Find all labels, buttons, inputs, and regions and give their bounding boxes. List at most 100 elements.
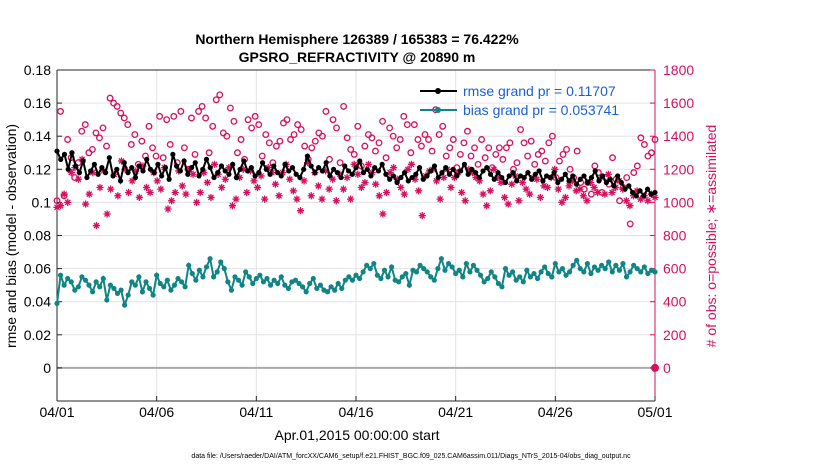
rmse-point — [360, 170, 367, 176]
rmse-point — [54, 148, 60, 154]
bias-point — [114, 290, 121, 297]
possible-obs-point — [216, 91, 224, 99]
rmse-point — [480, 168, 486, 174]
assimilated-obs-point — [250, 177, 258, 185]
bias-point — [328, 284, 334, 290]
possible-obs-point — [527, 137, 535, 145]
assimilated-obs-point — [325, 185, 333, 193]
bias-point — [111, 285, 117, 292]
assimilated-obs-point — [96, 183, 104, 192]
rmse-point — [319, 168, 325, 174]
bias-point — [349, 277, 356, 283]
possible-obs-point — [492, 150, 500, 158]
possible-obs-point — [502, 144, 510, 152]
rmse-point — [454, 173, 460, 179]
possible-obs-point — [301, 142, 309, 150]
bias-point — [563, 272, 569, 278]
assimilated-obs-point — [501, 193, 509, 202]
assimilated-obs-point — [415, 187, 423, 195]
possible-obs-point — [538, 147, 546, 155]
rmse-point — [409, 174, 415, 181]
y2-tick-label: 0 — [663, 360, 671, 376]
assimilated-obs-point — [379, 210, 387, 218]
rmse-point — [170, 151, 176, 158]
assimilated-obs-point — [375, 192, 383, 200]
assimilated-obs-point — [651, 193, 659, 202]
assimilated-obs-point — [139, 162, 147, 170]
bias-point — [93, 279, 99, 285]
rmse-point — [368, 173, 374, 179]
bias-point — [552, 261, 558, 267]
assimilated-obs-point — [193, 198, 201, 206]
bias-point — [61, 282, 67, 288]
bias-point — [260, 279, 267, 285]
bias-point — [118, 287, 124, 293]
possible-obs-point — [329, 116, 337, 124]
possible-obs-point — [212, 96, 220, 104]
bias-point — [616, 267, 623, 273]
assimilated-obs-point — [243, 188, 251, 197]
bias-point — [556, 269, 562, 275]
assimilated-obs-point — [540, 182, 548, 190]
assimilated-obs-point — [436, 195, 444, 203]
bias-point — [520, 279, 526, 285]
assimilated-obs-point — [167, 197, 176, 205]
assimilated-obs-point — [604, 170, 613, 178]
rmse-point — [387, 176, 393, 182]
possible-obs-point — [541, 157, 549, 165]
bias-point — [324, 289, 331, 295]
possible-obs-point — [428, 147, 436, 155]
rmse-point — [491, 176, 497, 182]
rmse-point — [203, 156, 210, 162]
bias-point — [413, 269, 420, 275]
possible-obs-point — [400, 112, 408, 120]
rmse-point — [379, 161, 385, 167]
bias-point — [577, 266, 583, 272]
bias-point — [378, 275, 384, 282]
bias-point — [82, 277, 89, 283]
rmse-point — [245, 168, 251, 174]
rmse-point — [151, 170, 157, 176]
assimilated-obs-point — [56, 202, 65, 210]
bias-point — [396, 279, 402, 285]
rmse-point — [286, 168, 292, 174]
rmse-point — [166, 176, 172, 182]
bias-point — [399, 274, 405, 280]
possible-obs-point — [244, 116, 252, 124]
assimilated-obs-point — [515, 197, 523, 205]
bias-point — [207, 256, 213, 262]
rmse-point — [117, 178, 124, 184]
assimilated-obs-point — [53, 203, 61, 211]
possible-obs-point — [410, 121, 418, 129]
rmse-point — [484, 165, 490, 171]
rmse-point — [626, 183, 632, 189]
rmse-point — [644, 186, 651, 192]
assimilated-obs-point — [121, 165, 129, 173]
assimilated-obs-point — [518, 178, 527, 187]
assimilated-obs-point — [153, 177, 161, 185]
bias-point — [342, 277, 348, 283]
possible-obs-point — [513, 159, 521, 167]
possible-obs-point — [449, 136, 457, 143]
rmse-point — [61, 151, 68, 158]
rmse-point — [551, 170, 557, 176]
possible-obs-point — [471, 144, 478, 152]
rmse-point — [211, 174, 217, 181]
assimilated-obs-point — [125, 188, 133, 197]
bias-point — [388, 264, 395, 270]
rmse-point — [420, 176, 426, 182]
possible-obs-point — [421, 131, 429, 138]
rmse-point — [222, 168, 228, 174]
assimilated-obs-point — [221, 175, 229, 183]
possible-obs-point — [117, 109, 125, 117]
possible-obs-point — [163, 116, 171, 124]
assimilated-obs-point — [107, 185, 115, 193]
possible-obs-point — [354, 122, 362, 130]
rmse-point — [357, 158, 363, 164]
assimilated-obs-point — [347, 195, 355, 203]
assimilated-obs-point — [486, 187, 494, 195]
y2-tick-label: 800 — [663, 228, 687, 244]
assimilated-obs-point — [644, 197, 652, 205]
bias-point — [182, 284, 188, 290]
rmse-point — [562, 171, 568, 177]
